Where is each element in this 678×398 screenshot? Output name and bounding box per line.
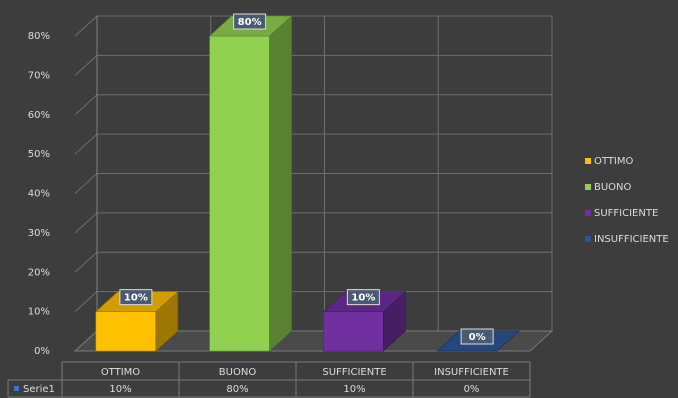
y-tick-label: 30%: [28, 228, 50, 239]
table-category-label: OTTIMO: [101, 367, 140, 378]
data-label: 80%: [238, 17, 262, 28]
y-tick-label: 80%: [28, 31, 50, 42]
data-label: 10%: [124, 293, 148, 304]
series-name: Serie1: [23, 384, 55, 395]
gridline-side: [74, 212, 98, 234]
gridline-side: [74, 94, 98, 116]
legend: OTTIMO BUONO SUFFICIENTE INSUFFICIENTE: [585, 156, 669, 245]
data-label-box: [460, 328, 494, 345]
y-axis: 0% 10% 20% 30% 40% 50% 60% 70% 80%: [28, 31, 50, 357]
data-label-box: [346, 289, 380, 306]
data-label: 0%: [469, 332, 486, 343]
y-tick-label: 0%: [34, 346, 50, 357]
table-value: 10%: [109, 384, 131, 395]
data-label-box: [119, 289, 153, 306]
y-tick-label: 10%: [28, 307, 50, 318]
bar-side: [269, 15, 292, 352]
legend-label: BUONO: [594, 182, 632, 193]
y-tick-label: 70%: [28, 70, 50, 81]
legend-label: INSUFFICIENTE: [594, 234, 669, 245]
table-value: 0%: [464, 384, 480, 395]
legend-label: SUFFICIENTE: [594, 208, 658, 219]
legend-swatch: [585, 236, 591, 242]
table-category-label: INSUFFICIENTE: [434, 367, 509, 378]
bar-front: [323, 311, 384, 352]
gridline-side: [74, 15, 98, 37]
gridline-side: [74, 173, 98, 194]
data-table: OTTIMO 10% BUONO 80% SUFFICIENTE 10% INSUFFICI…: [7, 361, 531, 398]
gridline-side: [74, 291, 98, 312]
table-category-label: BUONO: [219, 367, 257, 378]
table-value: 80%: [226, 384, 248, 395]
bar-front: [209, 35, 270, 352]
grid-layer: [73, 15, 554, 352]
gridline-side: [74, 251, 98, 273]
y-tick-label: 60%: [28, 110, 50, 121]
bars-layer: 10% 80% 10% 0%: [95, 13, 520, 352]
legend-swatch: [585, 184, 591, 190]
legend-label: OTTIMO: [594, 156, 633, 167]
series-key: [14, 386, 19, 391]
bar-front: [95, 311, 157, 352]
data-label-box: [233, 13, 267, 30]
legend-swatch: [585, 158, 591, 164]
gridline-side: [74, 55, 98, 76]
y-tick-label: 20%: [28, 267, 50, 278]
table-value: 10%: [343, 384, 365, 395]
legend-swatch: [585, 210, 591, 216]
y-tick-label: 40%: [28, 189, 50, 200]
gridline-side: [74, 133, 98, 155]
y-tick-label: 50%: [28, 149, 50, 160]
table-category-label: SUFFICIENTE: [322, 367, 386, 378]
data-label: 10%: [351, 293, 375, 304]
